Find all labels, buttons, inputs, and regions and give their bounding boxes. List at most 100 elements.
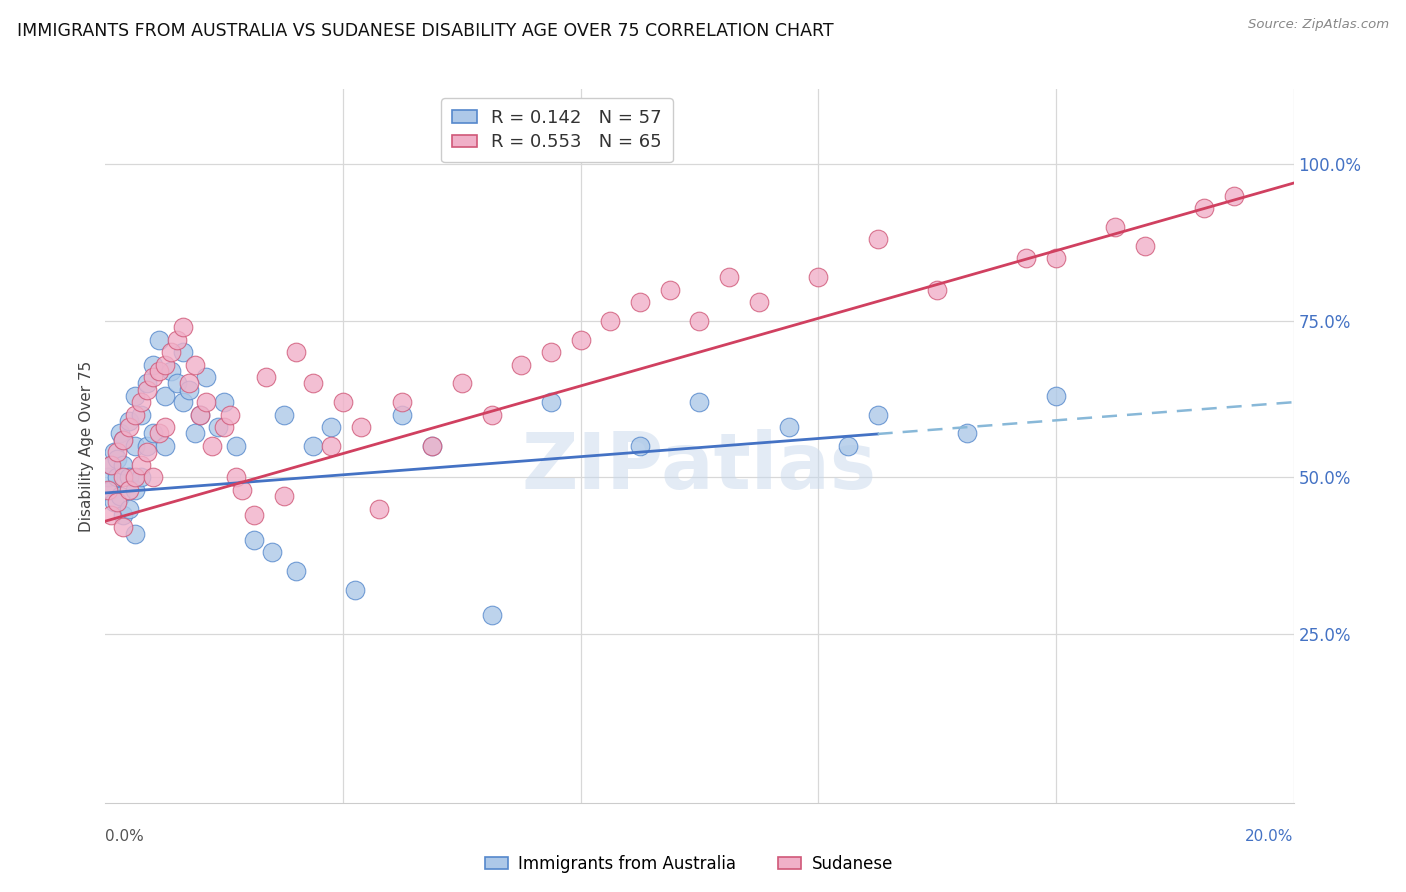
Point [214,395,236,409]
Point [628,439,651,453]
Point [118,414,141,428]
Point [321,420,343,434]
Point [1223,188,1246,202]
Point [100,458,122,472]
Point [866,408,889,422]
Point [1015,251,1038,265]
Point [866,232,889,246]
Point [190,408,212,422]
Point [112,520,135,534]
Point [302,439,325,453]
Point [450,376,472,391]
Point [718,270,741,285]
Point [136,439,159,453]
Point [195,370,218,384]
Point [273,408,295,422]
Point [105,470,128,484]
Point [124,483,146,497]
Point [214,420,236,434]
Point [153,358,176,372]
Point [689,395,711,409]
Point [172,395,194,409]
Point [124,439,146,453]
Point [207,420,229,434]
Point [219,408,242,422]
Point [837,439,859,453]
Point [231,483,253,497]
Point [124,389,146,403]
Point [177,376,200,391]
Point [243,508,266,522]
Point [540,345,562,359]
Point [124,470,146,484]
Point [136,376,159,391]
Point [118,501,141,516]
Point [103,445,125,459]
Point [148,333,170,347]
Point [321,439,343,453]
Point [97,483,120,497]
Point [105,445,128,459]
Point [136,383,159,397]
Text: IMMIGRANTS FROM AUSTRALIA VS SUDANESE DISABILITY AGE OVER 75 CORRELATION CHART: IMMIGRANTS FROM AUSTRALIA VS SUDANESE DI… [17,22,834,40]
Point [350,420,373,434]
Point [195,395,218,409]
Point [254,370,277,384]
Point [100,508,122,522]
Y-axis label: Disability Age Over 75: Disability Age Over 75 [79,360,94,532]
Point [124,526,146,541]
Text: Source: ZipAtlas.com: Source: ZipAtlas.com [1249,18,1389,31]
Point [420,439,443,453]
Point [689,314,711,328]
Point [1045,389,1067,403]
Point [153,439,176,453]
Point [172,320,194,334]
Legend: Immigrants from Australia, Sudanese: Immigrants from Australia, Sudanese [478,848,900,880]
Point [148,426,170,441]
Point [100,458,122,472]
Point [367,501,389,516]
Point [129,470,152,484]
Point [260,545,283,559]
Point [807,270,830,285]
Legend: R = 0.142   N = 57, R = 0.553   N = 65: R = 0.142 N = 57, R = 0.553 N = 65 [441,98,673,162]
Point [284,345,307,359]
Point [118,420,141,434]
Text: 20.0%: 20.0% [1246,830,1294,844]
Point [129,458,152,472]
Point [599,314,621,328]
Point [112,508,135,522]
Point [100,483,122,497]
Point [658,283,681,297]
Point [391,395,413,409]
Point [129,395,152,409]
Point [129,408,152,422]
Point [183,426,205,441]
Point [481,408,503,422]
Point [153,420,176,434]
Point [273,489,295,503]
Point [124,408,146,422]
Point [481,607,503,622]
Point [112,433,135,447]
Point [391,408,413,422]
Point [105,495,128,509]
Point [201,439,224,453]
Point [142,470,165,484]
Point [118,470,141,484]
Point [105,451,128,466]
Point [748,295,770,310]
Point [142,370,165,384]
Point [97,470,120,484]
Point [118,483,141,497]
Point [183,358,205,372]
Point [110,489,132,503]
Point [177,383,200,397]
Point [166,376,188,391]
Point [243,533,266,547]
Point [172,345,194,359]
Point [110,426,132,441]
Point [1045,251,1067,265]
Point [510,358,533,372]
Point [1104,219,1126,234]
